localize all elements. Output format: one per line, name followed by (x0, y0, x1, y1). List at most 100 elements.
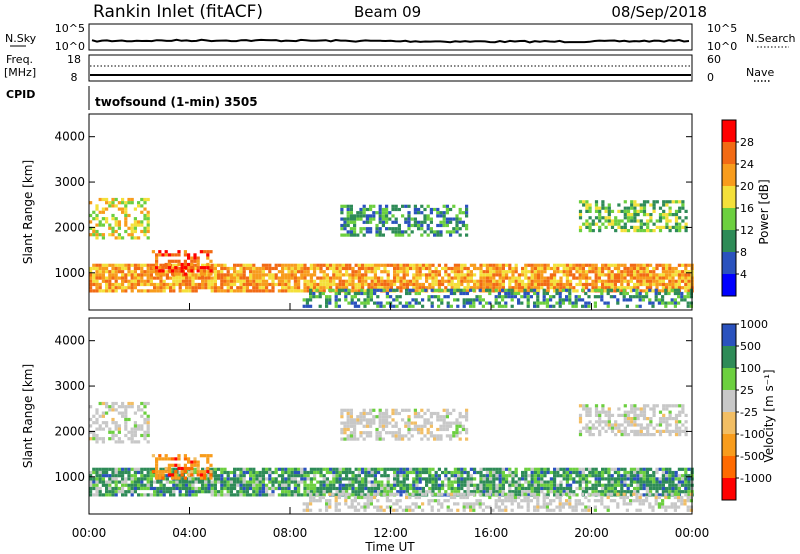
power-cell (155, 262, 159, 267)
velocity-cell (418, 486, 422, 491)
velocity-cell (533, 486, 537, 491)
velocity-cell (527, 486, 531, 491)
velocity-cell (473, 470, 477, 475)
power-cell (413, 217, 417, 221)
velocity-cell (332, 480, 336, 484)
velocity-cell (121, 467, 125, 471)
velocity-cell (665, 474, 669, 478)
velocity-cell (607, 467, 611, 471)
power-cell (305, 298, 309, 302)
power-cell (105, 266, 109, 271)
power-cell (671, 282, 675, 287)
power-cell (359, 207, 363, 212)
velocity-cell (626, 490, 630, 494)
velocity-cell (678, 433, 682, 437)
velocity-cell (303, 477, 307, 481)
power-cell (375, 233, 379, 237)
power-cell (220, 273, 224, 277)
velocity-cell (458, 421, 462, 425)
power-cell (460, 270, 464, 274)
power-cell (568, 295, 572, 299)
velocity-cell (146, 440, 150, 444)
power-cell (155, 259, 159, 263)
power-cell (105, 270, 109, 274)
velocity-cell (412, 477, 416, 481)
velocity-cell (569, 470, 573, 475)
velocity-cell (598, 413, 602, 417)
velocity-cell (597, 480, 601, 484)
velocity-cell (469, 477, 473, 481)
power-cell (620, 279, 624, 283)
power-cell (434, 270, 438, 274)
velocity-cell (194, 490, 198, 494)
power-cell (236, 263, 240, 267)
power-cell (642, 203, 647, 207)
power-cell (652, 200, 656, 204)
velocity-cell (146, 467, 150, 471)
power-cell (429, 230, 433, 234)
power-cell (194, 273, 198, 277)
velocity-cell (346, 415, 350, 419)
velocity-cell (124, 414, 128, 418)
velocity-cell (127, 417, 131, 422)
power-cell (626, 282, 630, 287)
power-cell (598, 213, 602, 217)
velocity-cell (482, 467, 486, 471)
power-cell (297, 276, 301, 280)
power-cell (645, 291, 649, 296)
velocity-cell (577, 502, 581, 506)
power-cell (473, 273, 477, 277)
power-cell (598, 219, 602, 223)
power-cell (664, 288, 668, 292)
power-cell (517, 273, 521, 277)
velocity-cell (252, 493, 256, 497)
power-cell (549, 304, 553, 308)
velocity-cell (300, 477, 304, 481)
power-cell (687, 270, 691, 274)
velocity-cell (101, 470, 105, 475)
power-cell (457, 270, 461, 274)
velocity-cell (585, 410, 589, 414)
power-cell (494, 295, 498, 299)
power-cell (437, 263, 441, 267)
power-cell (252, 279, 256, 283)
power-cell (450, 282, 454, 287)
velocity-cell (504, 499, 508, 503)
power-cell (313, 286, 317, 290)
velocity-cell (652, 477, 656, 481)
power-cell (378, 214, 382, 218)
velocity-cell (585, 480, 589, 484)
velocity-cell (337, 502, 341, 506)
power-cell (639, 225, 643, 229)
velocity-cell (401, 437, 405, 441)
power-cell (117, 207, 121, 211)
velocity-cell (645, 499, 649, 503)
velocity-cell (209, 454, 213, 458)
power-cell (485, 266, 489, 271)
velocity-cell (630, 404, 634, 408)
power-cell (569, 263, 573, 267)
power-cell (609, 295, 613, 299)
power-cell (472, 298, 476, 302)
colorbar-segment (722, 274, 736, 296)
velocity-cell (581, 467, 585, 471)
velocity-cell (348, 486, 352, 491)
velocity-cell (367, 470, 371, 475)
power-cell (405, 282, 409, 287)
power-cell (604, 273, 608, 277)
power-cell (517, 298, 521, 302)
power-cell (111, 270, 115, 274)
velocity-cell (578, 413, 583, 417)
colorbar-tick-label: 12 (740, 224, 754, 237)
power-cell (402, 276, 406, 280)
power-cell (105, 197, 109, 202)
velocity-cell (622, 502, 626, 506)
power-cell (482, 270, 486, 274)
power-cell (140, 279, 144, 283)
power-cell (574, 304, 578, 308)
power-cell (609, 288, 613, 292)
colorbar-tick-label: 20 (740, 180, 754, 193)
power-cell (476, 282, 480, 287)
velocity-cell (655, 486, 659, 491)
velocity-cell (542, 499, 546, 503)
